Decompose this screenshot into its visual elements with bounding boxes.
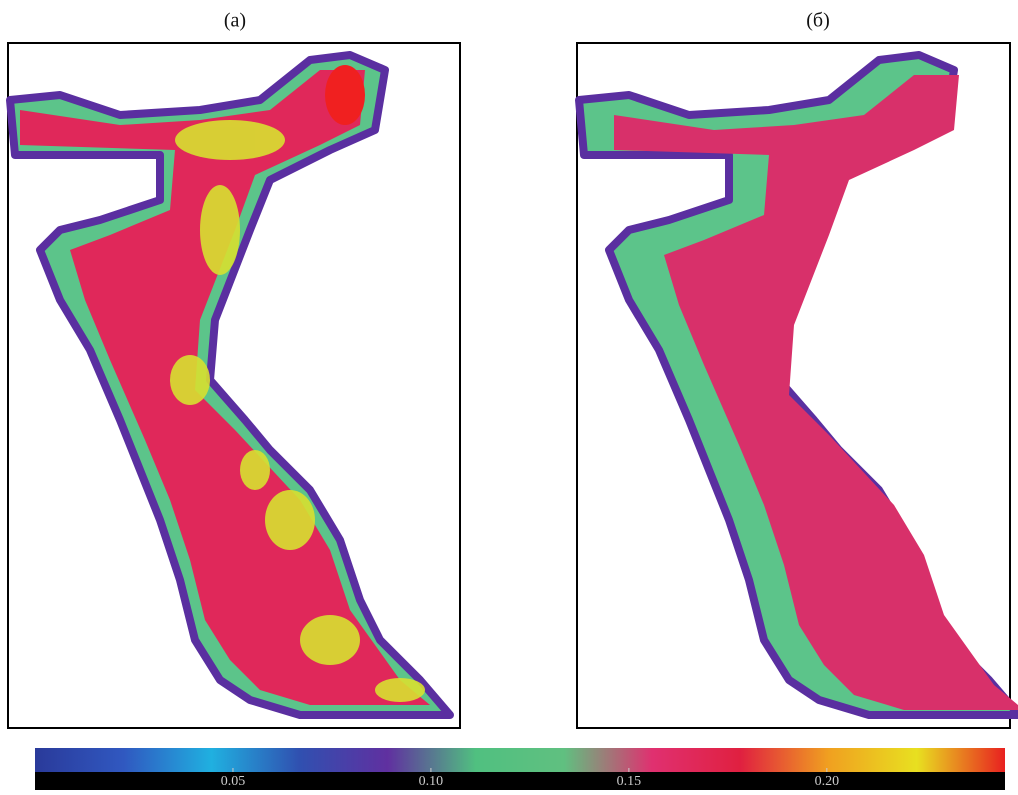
colorbar-tick-label: 0.05 [221,774,246,789]
colorbar-strip [35,772,1005,790]
panel-label: (а) [224,10,246,32]
map-panel [577,43,1018,728]
page: {"panels": [{"label": "(а)"}, {"label": … [0,0,1018,795]
panel-label: (б) [806,10,830,32]
colorbar-tick-label: 0.20 [815,774,840,789]
colorbar-tick-label: 0.15 [617,774,642,789]
hotspot [325,65,365,125]
map-panel [8,43,460,728]
figure: (а) (б) 0.05 0.10 0.15 0.20 [0,0,1018,795]
colorbar [35,748,1005,772]
colorbar-tick-label: 0.10 [419,774,444,789]
